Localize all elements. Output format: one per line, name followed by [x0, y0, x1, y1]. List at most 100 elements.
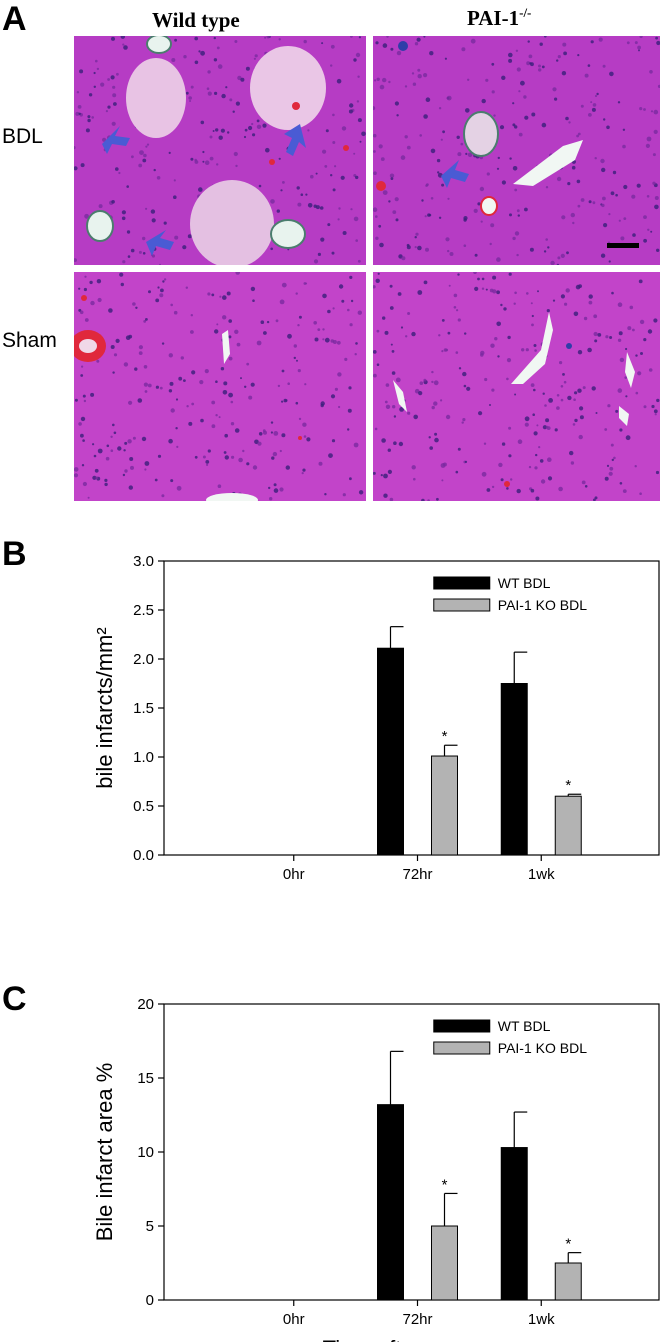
- nucleus: [112, 371, 115, 374]
- nucleus: [526, 61, 531, 66]
- nucleus: [174, 38, 177, 42]
- nucleus: [262, 429, 266, 433]
- nucleus: [388, 200, 391, 203]
- nucleus: [373, 171, 377, 175]
- nucleus: [638, 49, 640, 52]
- nucleus: [579, 406, 584, 411]
- nucleus: [207, 449, 211, 453]
- nucleus: [465, 152, 468, 155]
- nucleus: [151, 218, 156, 223]
- nucleus: [385, 383, 390, 387]
- nucleus: [130, 465, 134, 470]
- nucleus: [153, 168, 156, 172]
- nucleus: [449, 252, 454, 256]
- legend-swatch: [433, 1019, 491, 1033]
- nucleus: [385, 404, 391, 409]
- nucleus: [465, 108, 470, 113]
- nucleus: [406, 145, 411, 150]
- nucleus: [649, 70, 653, 74]
- nucleus: [527, 40, 530, 43]
- nucleus: [83, 287, 87, 292]
- nucleus: [258, 432, 263, 436]
- nucleus: [625, 347, 628, 351]
- nucleus: [107, 105, 111, 109]
- nucleus: [619, 428, 623, 432]
- nucleus: [84, 213, 89, 219]
- nucleus: [390, 177, 394, 181]
- nucleus: [331, 439, 336, 443]
- legend-label: WT BDL: [498, 575, 551, 591]
- nucleus: [131, 155, 134, 159]
- nucleus: [624, 376, 627, 379]
- blood-cell-cluster: [376, 181, 386, 191]
- nucleus: [112, 85, 116, 89]
- nucleus: [253, 57, 256, 60]
- nucleus: [150, 209, 156, 214]
- nucleus: [543, 250, 547, 253]
- nucleus: [146, 143, 150, 146]
- nucleus: [78, 287, 81, 290]
- nucleus: [537, 290, 539, 293]
- nucleus: [271, 456, 275, 460]
- nucleus: [373, 471, 376, 475]
- nucleus: [563, 380, 567, 384]
- nucleus: [390, 47, 394, 51]
- nucleus: [258, 184, 262, 188]
- nucleus: [168, 353, 173, 358]
- nucleus: [347, 428, 350, 431]
- nucleus: [382, 77, 387, 83]
- nucleus: [74, 473, 79, 478]
- nucleus: [514, 231, 520, 236]
- nucleus: [341, 126, 347, 131]
- nucleus: [600, 253, 606, 258]
- nucleus: [318, 461, 323, 466]
- nucleus: [120, 282, 124, 287]
- nucleus: [373, 373, 377, 378]
- nucleus: [104, 478, 108, 482]
- nucleus: [592, 201, 596, 205]
- nucleus: [229, 98, 233, 102]
- nucleus: [463, 384, 467, 388]
- nucleus: [120, 36, 125, 39]
- nucleus: [221, 93, 226, 99]
- nucleus: [74, 258, 77, 262]
- nucleus: [588, 294, 593, 299]
- nucleus: [355, 175, 359, 180]
- nucleus: [578, 434, 583, 440]
- nucleus: [191, 370, 196, 375]
- nucleus: [93, 454, 97, 458]
- nucleus: [496, 167, 500, 170]
- nucleus: [556, 263, 560, 265]
- nucleus: [447, 197, 450, 200]
- nucleus: [176, 445, 179, 448]
- nucleus: [80, 416, 86, 422]
- nucleus: [636, 183, 641, 188]
- nucleus: [441, 350, 444, 353]
- nucleus: [132, 302, 136, 306]
- nucleus: [634, 465, 637, 468]
- nucleus: [383, 493, 388, 498]
- nucleus: [569, 450, 574, 456]
- nucleus: [348, 386, 352, 390]
- nucleus: [231, 455, 235, 459]
- nucleus: [295, 401, 299, 405]
- nucleus: [570, 212, 575, 218]
- nucleus: [332, 141, 336, 144]
- nucleus: [560, 294, 565, 299]
- nucleus: [542, 392, 545, 395]
- nucleus: [190, 330, 194, 334]
- nucleus: [413, 414, 418, 420]
- panel-c-letter: C: [2, 980, 27, 1018]
- nucleus: [213, 58, 218, 62]
- nucleus: [373, 150, 376, 153]
- nucleus: [90, 300, 95, 306]
- nucleus: [138, 345, 143, 350]
- nucleus: [514, 125, 518, 129]
- nucleus: [579, 415, 584, 420]
- micrograph-wild-type-bdl: [74, 36, 366, 265]
- nucleus: [645, 143, 650, 148]
- nucleus: [480, 350, 485, 356]
- nucleus: [189, 100, 192, 102]
- significance-asterisk: *: [565, 777, 571, 794]
- nucleus: [528, 54, 533, 59]
